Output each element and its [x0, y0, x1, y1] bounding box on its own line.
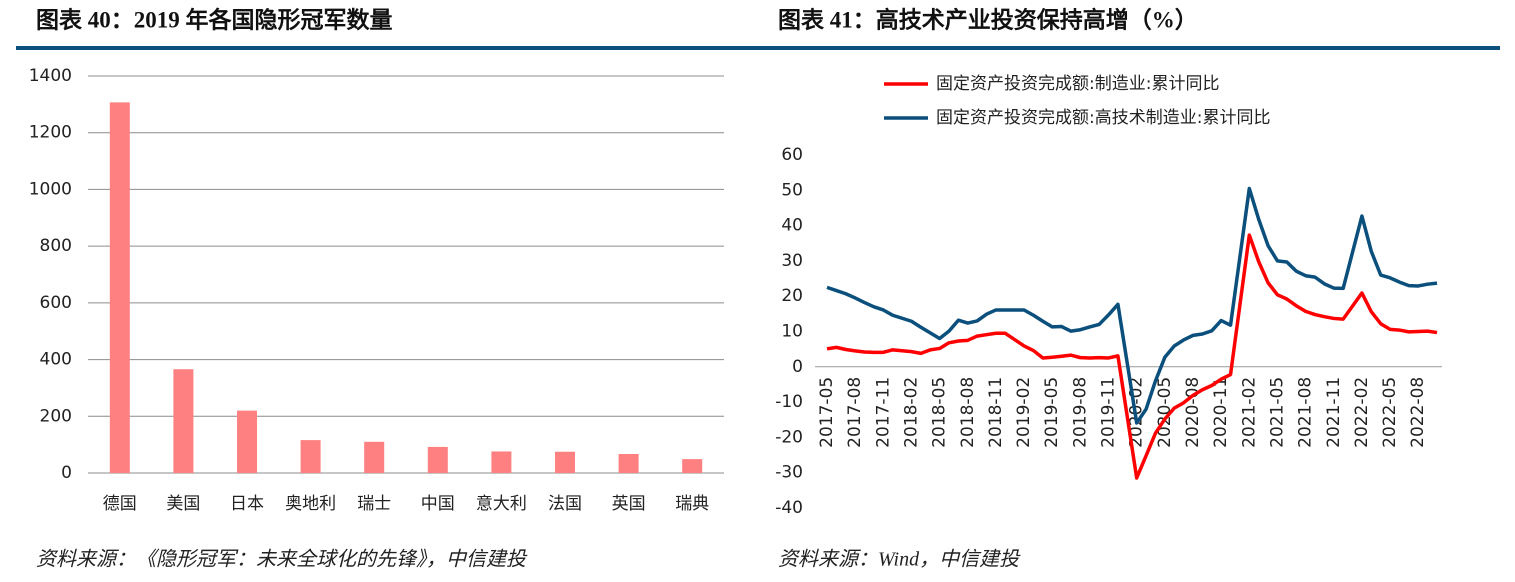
x-tick-label: 英国 [612, 494, 646, 514]
y-tick-label: 1000 [29, 179, 72, 199]
y-tick-label: 60 [781, 145, 803, 165]
x-tick-label: 2019-05 [1042, 377, 1062, 448]
bar [364, 441, 385, 473]
x-tick-label: 中国 [421, 494, 455, 514]
x-tick-label: 2022-05 [1380, 377, 1400, 448]
x-tick-label: 2018-05 [930, 377, 950, 448]
x-tick-label: 美国 [166, 494, 200, 514]
x-tick-label: 瑞典 [675, 494, 709, 514]
x-tick-label: 2018-02 [901, 377, 921, 448]
legend-label: 固定资产投资完成额:高技术制造业:累计同比 [936, 108, 1270, 128]
y-tick-label: 800 [40, 236, 72, 256]
x-tick-label: 2021-02 [1239, 377, 1259, 448]
bar [173, 369, 194, 473]
bar [237, 410, 257, 473]
x-tick-label: 2018-11 [986, 377, 1006, 448]
x-tick-label: 日本 [230, 494, 264, 514]
x-tick-label: 2020-11 [1211, 377, 1231, 448]
x-tick-label: 2020-08 [1183, 377, 1203, 448]
y-tick-label: 40 [781, 216, 803, 236]
y-tick-label: 600 [40, 293, 72, 313]
chart-title: 图表 41：高技术产业投资保持高增（%） [778, 6, 1198, 32]
x-tick-label: 2017-05 [817, 377, 837, 448]
y-tick-label: 0 [792, 357, 803, 377]
x-tick-label: 2019-02 [1014, 377, 1034, 448]
bar [109, 102, 130, 474]
x-tick-label: 2018-08 [958, 377, 978, 448]
x-tick-label: 2021-11 [1324, 377, 1344, 448]
legend-label: 固定资产投资完成额:制造业:累计同比 [936, 74, 1219, 94]
y-tick-label: 20 [781, 286, 803, 306]
x-tick-label: 瑞士 [357, 494, 391, 514]
x-tick-label: 2017-11 [873, 377, 893, 448]
bar [491, 451, 512, 473]
y-tick-label: 1400 [29, 66, 72, 86]
x-tick-label: 2019-11 [1099, 377, 1119, 448]
chart-title: 图表 40：2019 年各国隐形冠军数量 [36, 6, 393, 32]
y-tick-label: -40 [775, 498, 803, 518]
y-tick-label: -30 [775, 463, 803, 483]
x-tick-label: 2022-02 [1352, 377, 1372, 448]
bar [555, 451, 575, 473]
y-tick-label: 30 [781, 251, 803, 271]
x-tick-label: 2021-05 [1267, 377, 1287, 448]
header-rule [16, 46, 1500, 50]
y-tick-label: 1200 [29, 123, 72, 143]
bar [618, 454, 639, 473]
x-tick-label: 法国 [548, 494, 582, 514]
x-tick-label: 2019-08 [1070, 377, 1090, 448]
x-tick-label: 奥地利 [285, 494, 336, 514]
x-tick-label: 2022-08 [1408, 377, 1428, 448]
y-tick-label: 10 [781, 322, 803, 342]
source-note: 资料来源：《隐形冠军：未来全球化的先锋》，中信建投 [36, 548, 528, 571]
y-tick-label: 200 [40, 406, 72, 426]
y-tick-label: 0 [61, 463, 72, 483]
x-tick-label: 德国 [103, 494, 137, 514]
y-tick-label: 50 [781, 180, 803, 200]
bar [300, 440, 321, 473]
line-series [826, 186, 1438, 425]
x-tick-label: 2020-05 [1155, 377, 1175, 448]
x-tick-label: 2017-08 [845, 377, 865, 448]
y-tick-label: 400 [40, 350, 72, 370]
x-tick-label: 意大利 [476, 494, 527, 514]
line-series [826, 233, 1438, 480]
source-note: 资料来源：Wind，中信建投 [778, 549, 1021, 571]
y-tick-label: -10 [775, 392, 803, 412]
bar [682, 459, 703, 473]
bar [427, 446, 448, 473]
y-tick-label: -20 [775, 427, 803, 447]
x-tick-label: 2021-08 [1296, 377, 1316, 448]
